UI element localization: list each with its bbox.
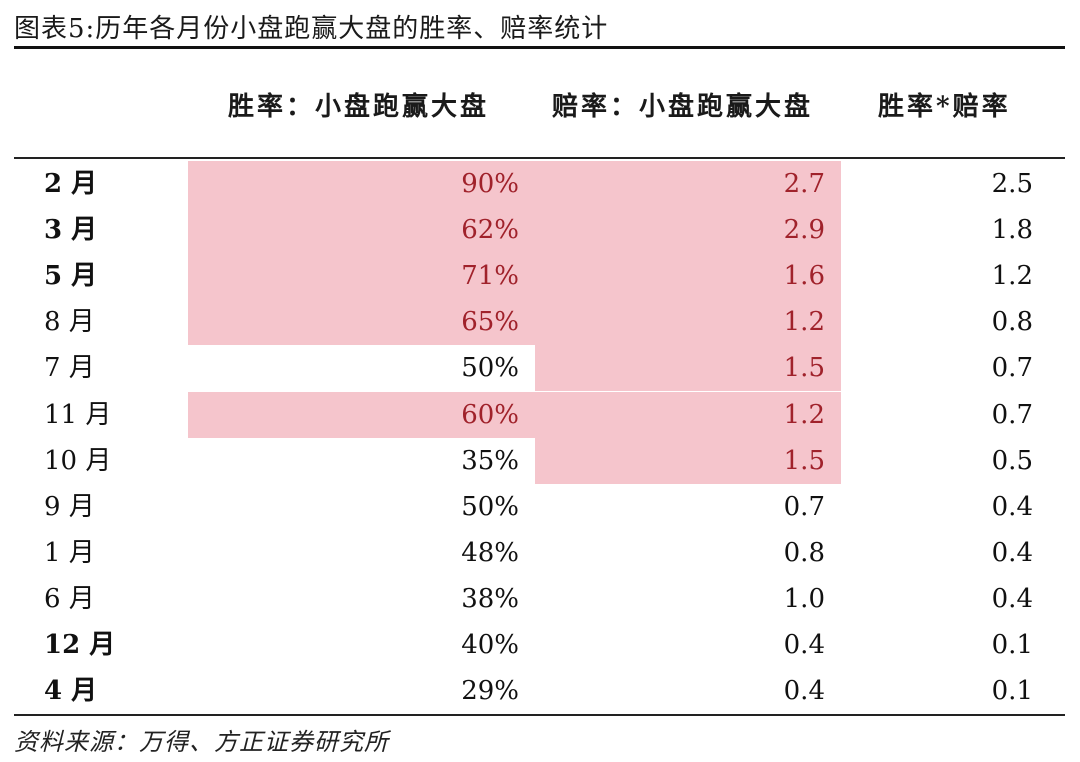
win-rate-cell: 38% bbox=[461, 583, 519, 614]
month-cell: 1 月 bbox=[44, 537, 95, 568]
win-rate-cell: 50% bbox=[461, 353, 519, 384]
win-rate-cell: 50% bbox=[461, 491, 519, 522]
odds-cell: 1.2 bbox=[535, 391, 841, 438]
win-rate-cell: 48% bbox=[461, 537, 519, 568]
figure-title: 图表5:历年各月份小盘跑赢大盘的胜率、赔率统计 bbox=[14, 14, 609, 44]
win-rate-cell: 90% bbox=[188, 161, 535, 207]
product-cell: 0.4 bbox=[991, 583, 1033, 614]
product-cell: 0.1 bbox=[991, 630, 1033, 660]
header-odds: 赔率：小盘跑赢大盘 bbox=[552, 92, 814, 122]
table-row: 10 月 35% 1.5 0.5 bbox=[14, 437, 1065, 484]
month-cell: 7 月 bbox=[44, 353, 95, 384]
table-row: 6 月 38% 1.0 0.4 bbox=[14, 576, 1065, 622]
odds-cell: 1.5 bbox=[535, 437, 841, 484]
table-row: 2 月 90% 2.7 2.5 bbox=[14, 161, 1065, 207]
win-rate-cell: 71% bbox=[188, 253, 535, 300]
table-row: 7 月 50% 1.5 0.7 bbox=[14, 345, 1065, 392]
win-rate-cell: 65% bbox=[188, 299, 535, 346]
table-row: 12 月 40% 0.4 0.1 bbox=[14, 622, 1065, 668]
month-cell: 6 月 bbox=[44, 583, 95, 614]
product-cell: 0.5 bbox=[991, 445, 1033, 476]
table-row: 8 月 65% 1.2 0.8 bbox=[14, 299, 1065, 346]
odds-cell: 1.2 bbox=[535, 299, 841, 346]
odds-cell: 0.8 bbox=[783, 537, 825, 568]
win-rate-cell: 29% bbox=[461, 676, 519, 707]
top-rule bbox=[14, 46, 1065, 49]
product-cell: 0.1 bbox=[991, 676, 1033, 707]
product-cell: 0.7 bbox=[991, 399, 1033, 430]
product-cell: 2.5 bbox=[991, 169, 1033, 199]
product-cell: 1.2 bbox=[991, 261, 1033, 292]
month-cell: 12 月 bbox=[44, 630, 116, 660]
odds-cell: 2.7 bbox=[535, 161, 841, 207]
month-cell: 9 月 bbox=[44, 491, 95, 522]
odds-cell: 1.5 bbox=[535, 345, 841, 392]
table-row: 11 月 60% 1.2 0.7 bbox=[14, 391, 1065, 438]
table-row: 4 月 29% 0.4 0.1 bbox=[14, 668, 1065, 714]
product-cell: 0.4 bbox=[991, 537, 1033, 568]
product-cell: 0.4 bbox=[991, 491, 1033, 522]
month-cell: 10 月 bbox=[44, 445, 112, 476]
bottom-rule bbox=[14, 714, 1065, 716]
header-win-rate: 胜率：小盘跑赢大盘 bbox=[228, 92, 490, 122]
win-rate-cell: 40% bbox=[461, 630, 519, 660]
odds-cell: 2.9 bbox=[535, 207, 841, 254]
month-cell: 2 月 bbox=[44, 169, 98, 199]
month-cell: 8 月 bbox=[44, 307, 95, 338]
header-rule bbox=[14, 157, 1065, 159]
product-cell: 0.7 bbox=[991, 353, 1033, 384]
month-cell: 4 月 bbox=[44, 676, 98, 707]
table-row: 5 月 71% 1.6 1.2 bbox=[14, 253, 1065, 300]
header-product: 胜率*赔率 bbox=[878, 92, 1011, 122]
odds-cell: 0.4 bbox=[783, 676, 825, 707]
odds-cell: 1.0 bbox=[783, 583, 825, 614]
win-rate-cell: 62% bbox=[188, 207, 535, 254]
win-rate-cell: 60% bbox=[188, 391, 535, 438]
source-note: 资料来源：万得、方正证券研究所 bbox=[14, 728, 389, 756]
table-row: 1 月 48% 0.8 0.4 bbox=[14, 530, 1065, 576]
month-cell: 3 月 bbox=[44, 215, 98, 246]
product-cell: 1.8 bbox=[991, 215, 1033, 246]
odds-cell: 0.4 bbox=[783, 630, 825, 660]
month-cell: 5 月 bbox=[44, 261, 98, 292]
table-row: 9 月 50% 0.7 0.4 bbox=[14, 484, 1065, 530]
month-cell: 11 月 bbox=[44, 399, 112, 430]
table-row: 3 月 62% 2.9 1.8 bbox=[14, 207, 1065, 254]
odds-cell: 0.7 bbox=[783, 491, 825, 522]
odds-cell: 1.6 bbox=[535, 253, 841, 300]
win-rate-cell: 35% bbox=[461, 445, 519, 476]
product-cell: 0.8 bbox=[991, 307, 1033, 338]
